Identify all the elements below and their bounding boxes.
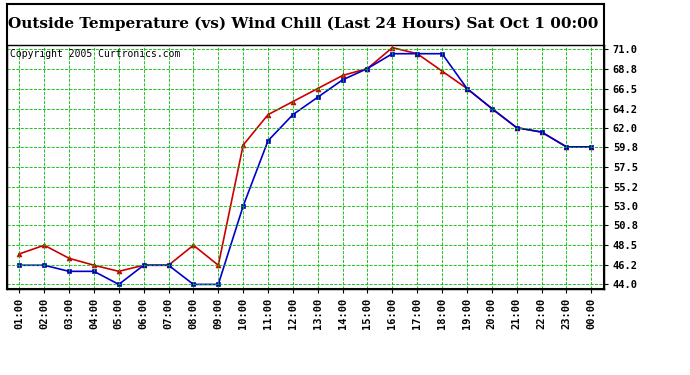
Text: Outside Temperature (vs) Wind Chill (Last 24 Hours) Sat Oct 1 00:00: Outside Temperature (vs) Wind Chill (Las… (8, 17, 599, 31)
Text: Copyright 2005 Curtronics.com: Copyright 2005 Curtronics.com (10, 49, 180, 58)
